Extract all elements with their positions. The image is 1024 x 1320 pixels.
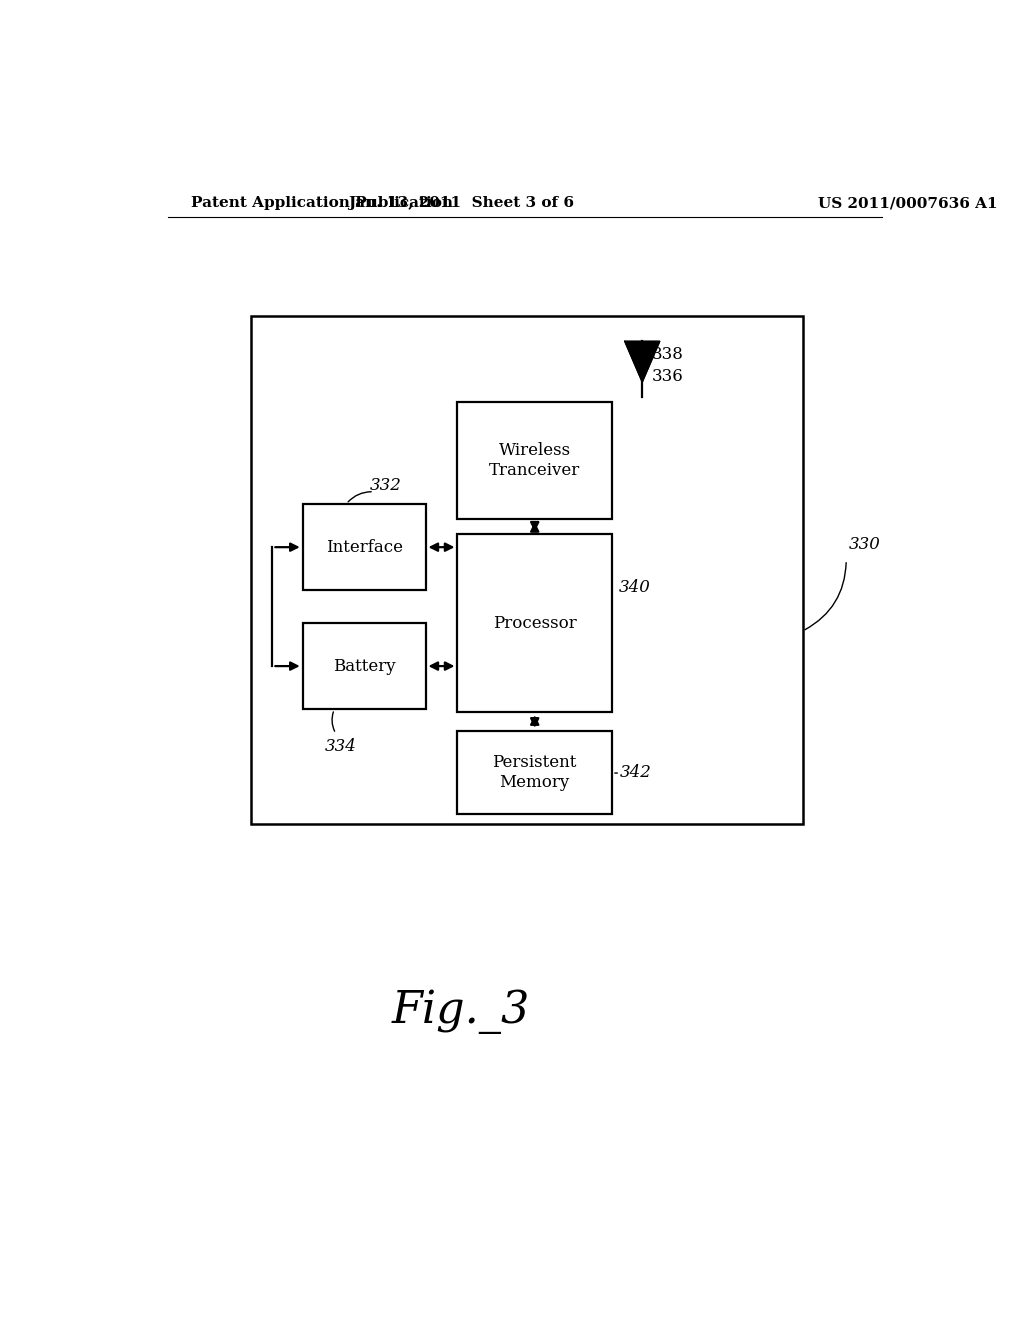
Text: Fig._3: Fig._3 — [392, 990, 530, 1035]
Text: 334: 334 — [325, 738, 356, 755]
Polygon shape — [625, 342, 659, 381]
Text: Battery: Battery — [333, 657, 395, 675]
Text: 338: 338 — [652, 346, 684, 363]
Text: 332: 332 — [370, 477, 402, 494]
Text: 336: 336 — [652, 368, 684, 385]
Bar — [303, 504, 426, 590]
Text: 340: 340 — [618, 579, 650, 597]
Bar — [251, 315, 803, 824]
Text: 330: 330 — [849, 536, 881, 553]
Text: Patent Application Publication: Patent Application Publication — [191, 197, 454, 210]
Text: US 2011/0007636 A1: US 2011/0007636 A1 — [818, 197, 998, 210]
Text: Interface: Interface — [326, 539, 402, 556]
Text: Wireless
Tranceiver: Wireless Tranceiver — [489, 442, 581, 479]
Bar — [458, 403, 612, 519]
Text: Processor: Processor — [493, 615, 577, 632]
Text: 342: 342 — [620, 764, 652, 781]
Bar — [303, 623, 426, 709]
Text: Jan. 13, 2011  Sheet 3 of 6: Jan. 13, 2011 Sheet 3 of 6 — [348, 197, 574, 210]
Text: Persistent
Memory: Persistent Memory — [493, 754, 577, 791]
Bar — [458, 535, 612, 713]
Bar — [458, 731, 612, 814]
